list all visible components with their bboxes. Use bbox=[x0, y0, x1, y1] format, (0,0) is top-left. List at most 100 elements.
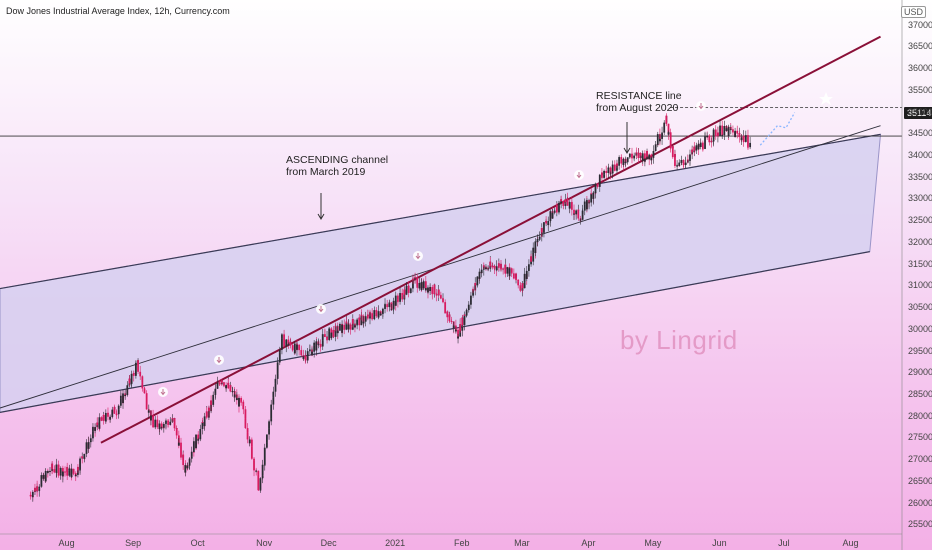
candle-body bbox=[188, 458, 191, 465]
candle-body bbox=[152, 415, 154, 425]
candle-body bbox=[51, 463, 54, 470]
candle-body bbox=[373, 310, 376, 315]
currency-badge[interactable]: USD bbox=[900, 6, 926, 18]
candle-body bbox=[124, 394, 127, 397]
candle-body bbox=[712, 129, 715, 140]
candle-body bbox=[72, 468, 75, 473]
candle-body bbox=[744, 135, 747, 140]
candle-body bbox=[308, 349, 311, 351]
candle-body bbox=[201, 422, 204, 430]
candle-body bbox=[418, 282, 421, 289]
candle-body bbox=[448, 314, 451, 322]
candle-body bbox=[553, 210, 556, 212]
candle-body bbox=[674, 154, 676, 166]
candle-body bbox=[44, 471, 47, 482]
channel-pointer-arrow bbox=[317, 193, 325, 220]
candle-body bbox=[64, 471, 66, 473]
candle-body bbox=[225, 385, 227, 389]
candle-body bbox=[36, 486, 39, 491]
candle-body bbox=[162, 423, 165, 428]
candle-body bbox=[581, 210, 584, 215]
candle-body bbox=[364, 316, 367, 318]
candle-body bbox=[358, 317, 361, 326]
candle-body bbox=[253, 460, 255, 471]
candle-body bbox=[682, 162, 685, 166]
candle-body bbox=[246, 428, 249, 433]
candle-body bbox=[392, 300, 395, 309]
candle-body bbox=[328, 328, 331, 332]
candle-body bbox=[362, 321, 365, 324]
candle-body bbox=[543, 222, 545, 232]
candle-body bbox=[216, 382, 219, 387]
y-tick-label: 36500 bbox=[908, 41, 932, 52]
candle-body bbox=[562, 204, 565, 206]
candle-body bbox=[564, 199, 567, 202]
candle-body bbox=[671, 146, 674, 158]
candle-body bbox=[212, 394, 215, 398]
y-tick-label: 35500 bbox=[908, 84, 932, 95]
y-tick-label: 27500 bbox=[908, 432, 932, 443]
candle-body bbox=[637, 152, 640, 159]
candle-body bbox=[689, 154, 691, 161]
arrow-glyph bbox=[318, 306, 324, 313]
candle-body bbox=[596, 183, 599, 187]
candle-body bbox=[394, 295, 397, 306]
candle-body bbox=[366, 314, 369, 319]
candle-body bbox=[197, 439, 200, 441]
candle-body bbox=[345, 321, 348, 330]
candle-body bbox=[667, 123, 670, 135]
candle-body bbox=[227, 382, 230, 389]
candle-body bbox=[274, 378, 277, 384]
candle-body bbox=[223, 382, 225, 386]
candle-body bbox=[390, 309, 393, 311]
candle-body bbox=[240, 397, 243, 402]
candle-body bbox=[457, 336, 459, 339]
candle-body bbox=[704, 136, 706, 139]
candle-body bbox=[102, 414, 105, 421]
x-tick-label: 2021 bbox=[385, 538, 406, 548]
candle-body bbox=[68, 468, 71, 471]
candle-body bbox=[85, 442, 88, 450]
candle-body bbox=[749, 142, 752, 148]
candle-body bbox=[631, 156, 633, 159]
candle-body bbox=[497, 263, 500, 268]
candle-body bbox=[706, 135, 709, 138]
candle-body bbox=[598, 174, 601, 179]
candle-body bbox=[734, 130, 736, 137]
candle-body bbox=[79, 458, 81, 470]
candle-body bbox=[240, 401, 243, 403]
star-icon bbox=[819, 92, 833, 105]
candle-body bbox=[618, 157, 621, 162]
candle-body bbox=[180, 444, 182, 458]
candle-body bbox=[485, 267, 487, 270]
candle-body bbox=[343, 329, 346, 330]
candle-body bbox=[663, 130, 666, 133]
candle-body bbox=[646, 151, 648, 157]
candle-body bbox=[255, 470, 258, 472]
candle-body bbox=[165, 420, 167, 424]
candle-body bbox=[364, 317, 367, 322]
candle-body bbox=[115, 413, 118, 415]
candle-body bbox=[659, 138, 661, 142]
ascending-channel bbox=[0, 133, 882, 413]
candle-body bbox=[248, 439, 251, 444]
candle-body bbox=[57, 467, 60, 476]
candle-body bbox=[175, 428, 178, 436]
resistance-annotation-line-1: RESISTANCE line bbox=[596, 90, 682, 102]
candle-body bbox=[605, 171, 608, 173]
candle-body bbox=[643, 153, 646, 162]
candle-body bbox=[686, 159, 689, 161]
candle-body bbox=[272, 397, 275, 405]
candle-body bbox=[281, 338, 283, 350]
candle-body bbox=[603, 170, 605, 175]
y-tick-label: 36000 bbox=[908, 63, 932, 74]
candle-body bbox=[476, 276, 479, 281]
candle-body bbox=[493, 266, 496, 269]
candle-body bbox=[266, 434, 268, 443]
candle-body bbox=[461, 317, 464, 325]
y-tick-label: 33500 bbox=[908, 171, 932, 182]
candle-body bbox=[699, 142, 702, 148]
candle-body bbox=[747, 146, 749, 148]
candle-body bbox=[311, 351, 313, 356]
candle-body bbox=[680, 159, 683, 163]
